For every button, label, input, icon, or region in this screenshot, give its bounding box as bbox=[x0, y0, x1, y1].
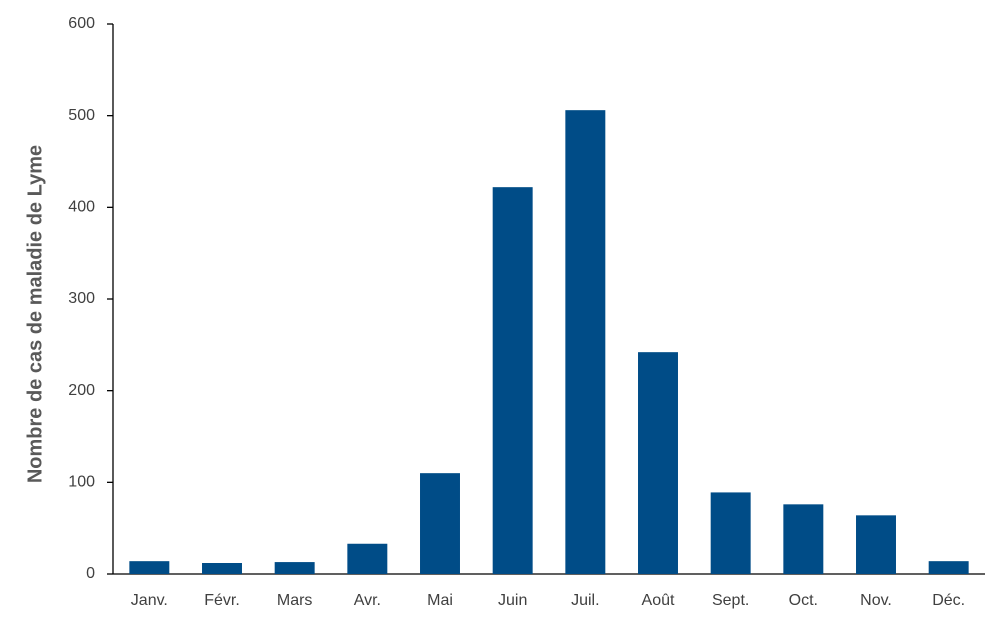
y-axis-label: Nombre de cas de maladie de Lyme bbox=[24, 145, 46, 483]
x-tick-label: Juil. bbox=[571, 592, 599, 609]
bar bbox=[638, 352, 678, 574]
x-tick-label: Déc. bbox=[932, 592, 965, 609]
bar bbox=[202, 563, 242, 574]
x-tick-label: Avr. bbox=[354, 592, 381, 609]
y-tick-label: 0 bbox=[86, 565, 95, 582]
bar bbox=[129, 561, 170, 574]
x-tick-label: Août bbox=[642, 592, 675, 609]
bar bbox=[783, 504, 824, 574]
bar bbox=[347, 543, 388, 574]
x-tick-label: Mars bbox=[277, 592, 313, 609]
y-tick-label: 400 bbox=[68, 199, 95, 216]
x-tick-label: Oct. bbox=[789, 592, 818, 609]
y-tick-label: 600 bbox=[68, 15, 95, 32]
x-tick-label: Nov. bbox=[860, 592, 892, 609]
bar bbox=[710, 492, 751, 574]
bar bbox=[928, 561, 969, 574]
y-tick-label: 300 bbox=[68, 290, 95, 307]
bar bbox=[856, 515, 896, 574]
bar bbox=[492, 187, 533, 574]
bar bbox=[274, 562, 315, 574]
x-tick-label: Sept. bbox=[712, 592, 749, 609]
bar bbox=[565, 110, 606, 575]
x-tick-label: Févr. bbox=[204, 592, 240, 609]
y-tick-label: 100 bbox=[68, 474, 95, 491]
bar bbox=[420, 473, 460, 574]
y-tick-label: 200 bbox=[68, 382, 95, 399]
x-tick-label: Juin bbox=[498, 592, 527, 609]
y-tick-label: 500 bbox=[68, 107, 95, 124]
x-tick-label: Janv. bbox=[131, 592, 168, 609]
x-tick-label: Mai bbox=[427, 592, 453, 609]
